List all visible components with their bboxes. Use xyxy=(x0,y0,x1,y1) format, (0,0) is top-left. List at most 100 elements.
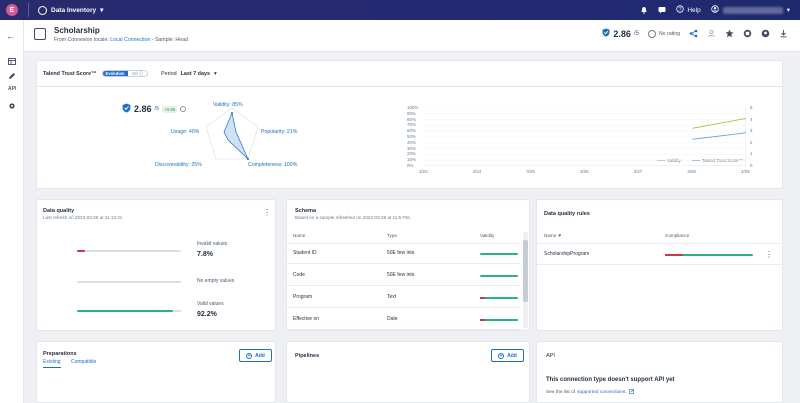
inventory-icon[interactable] xyxy=(8,58,16,65)
user-icon xyxy=(711,5,719,15)
supported-connections-link[interactable]: supported connections. xyxy=(577,390,627,395)
compliance-bar xyxy=(665,254,753,256)
radar-values xyxy=(223,111,249,160)
view-toggle[interactable]: Evolution Val ⓘ xyxy=(101,70,149,77)
data-quality-card: Data quality Last refresh on 2023-03-29 … xyxy=(36,199,276,331)
y-tick-left: 60% xyxy=(407,128,416,134)
help-link[interactable]: ? Help xyxy=(676,5,701,15)
info-icon[interactable] xyxy=(180,104,187,114)
y-tick-left: 30% xyxy=(407,145,416,151)
x-tick: 3/24 xyxy=(472,169,482,174)
external-link-icon[interactable] xyxy=(628,389,634,396)
bell-icon[interactable] xyxy=(640,6,648,14)
api-link-prefix: See the list of xyxy=(546,390,576,395)
schema-col-validity[interactable]: Validity xyxy=(480,233,495,238)
rules-col-name[interactable]: Name ▼ xyxy=(544,233,563,238)
axis-completeness: Completeness: 100% xyxy=(248,162,298,168)
schema-field-name: Program xyxy=(293,294,313,300)
dataset-icon xyxy=(34,28,46,40)
period-label: Period xyxy=(161,70,177,77)
tab-existing[interactable]: Existing xyxy=(43,359,61,368)
dataset-subtitle: From Connexion locale: Local Connection … xyxy=(54,37,188,43)
gear-icon[interactable] xyxy=(8,102,16,109)
invalid-bar-track xyxy=(77,250,181,252)
y-tick-left: 50% xyxy=(407,134,416,139)
schema-field-name: Effective on xyxy=(293,316,320,322)
help-label: Help xyxy=(687,6,701,14)
schema-field-type: Date xyxy=(387,316,398,322)
api-message: This connection type doesn't support API… xyxy=(546,377,675,383)
schema-card: Schema Based on a sample refreshed on 20… xyxy=(286,199,530,331)
messages-icon[interactable] xyxy=(658,6,666,14)
tab-compatible[interactable]: Compatible xyxy=(71,359,97,365)
schema-field-type: Text xyxy=(387,294,397,300)
download-icon[interactable] xyxy=(779,29,788,38)
validity-bar xyxy=(480,253,518,255)
y-tick-left: 80% xyxy=(407,116,416,122)
app-switcher[interactable]: Data Inventory ▾ xyxy=(38,5,104,15)
add-preparation-button[interactable]: + Add xyxy=(239,349,272,362)
star-icon[interactable] xyxy=(725,29,734,38)
api-title: API xyxy=(546,353,555,359)
y-tick-right: 5 xyxy=(750,105,753,110)
dq-rules-card: Data quality rules Name ▼ Compliance Sch… xyxy=(536,199,784,331)
globe-icon xyxy=(38,5,47,15)
rating[interactable]: No rating xyxy=(647,29,680,38)
empty-bar-track xyxy=(77,281,181,283)
empty-label: No empty values xyxy=(197,278,235,284)
user-add-icon[interactable] xyxy=(707,29,716,38)
legend-validity-label: Validity xyxy=(667,158,681,163)
rule-name: ScholarshipProgram xyxy=(544,251,590,257)
add-pipeline-button[interactable]: + Add xyxy=(491,349,524,362)
svg-text:?: ? xyxy=(679,7,682,13)
kebab-menu-icon[interactable]: ⋮ xyxy=(765,250,773,259)
y-tick-right: 2 xyxy=(750,139,753,145)
prep-title: Preparations xyxy=(43,351,77,357)
invalid-segment xyxy=(480,297,485,299)
radar-chart xyxy=(205,107,259,160)
connection-link[interactable]: Local Connection xyxy=(110,37,151,43)
schema-col-name[interactable]: Name xyxy=(293,233,306,238)
trust-title: Talend Trust Score™ xyxy=(43,70,97,77)
series-line xyxy=(692,132,746,140)
kebab-menu-icon[interactable]: ⋮ xyxy=(263,208,271,217)
app-logo[interactable]: E xyxy=(6,4,18,16)
y-tick-left: 100% xyxy=(407,105,419,110)
layers-icon[interactable] xyxy=(743,29,752,38)
x-tick: 3/23 xyxy=(419,169,428,174)
rating-label: No rating xyxy=(658,30,680,37)
pipelines-title: Pipelines xyxy=(295,353,320,359)
help-icon: ? xyxy=(676,5,685,15)
user-name-blurred xyxy=(722,6,783,14)
axis-validity: Validity: 85% xyxy=(213,102,243,108)
schema-col-type[interactable]: Type xyxy=(387,233,397,238)
user-menu[interactable]: ▾ xyxy=(711,5,790,15)
add-preparation-label: Add xyxy=(255,352,265,359)
invalid-segment xyxy=(480,319,485,321)
schema-scrollbar[interactable] xyxy=(523,232,528,328)
toggle-evolution[interactable]: Evolution xyxy=(102,71,128,76)
back-arrow-icon[interactable]: ← xyxy=(6,31,15,41)
pen-icon[interactable] xyxy=(8,72,16,79)
x-tick: 3/25 xyxy=(526,169,535,174)
x-tick: 3/27 xyxy=(633,169,643,174)
schema-scroll-thumb[interactable] xyxy=(523,240,528,302)
subtitle-suffix: - Sample: Head xyxy=(151,37,188,43)
y-tick-right: 0 xyxy=(750,163,753,168)
left-rail: API xyxy=(0,20,24,403)
schema-title: Schema xyxy=(295,208,317,214)
chevron-down-icon: ▾ xyxy=(100,7,104,14)
api-icon[interactable]: API xyxy=(8,86,17,92)
trust-score: 2.86 /5 +0.56 xyxy=(122,103,187,115)
share-icon[interactable] xyxy=(689,29,698,38)
toggle-values[interactable]: Val ⓘ xyxy=(131,71,144,76)
preparations-card: Preparations Existing Compatible + Add xyxy=(36,341,276,403)
schema-subtitle: Based on a sample refreshed on 2023-03-2… xyxy=(295,215,411,220)
chevron-down-icon: ▾ xyxy=(213,70,217,77)
x-tick: 3/28 xyxy=(687,169,696,174)
period-select[interactable]: Period Last 7 days ▾ xyxy=(161,71,217,77)
people-icon[interactable] xyxy=(761,29,770,38)
trust-score-value: 2.86 xyxy=(134,104,152,114)
rules-col-compliance[interactable]: Compliance xyxy=(665,233,690,238)
schema-field-type: 50E few ints xyxy=(387,250,415,256)
